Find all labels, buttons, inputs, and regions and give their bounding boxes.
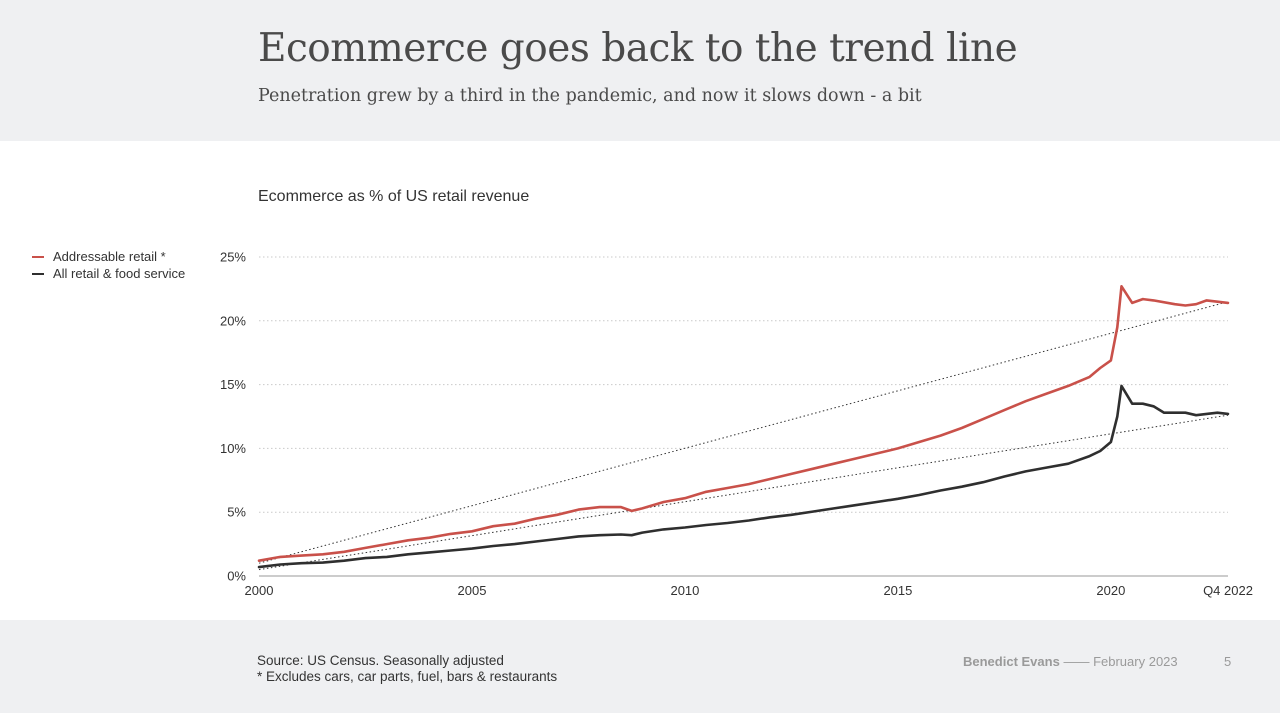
x-tick-label: Q4 2022 bbox=[1203, 583, 1253, 598]
author-name: Benedict Evans bbox=[963, 654, 1060, 669]
footer-band bbox=[0, 620, 1280, 713]
credit-separator: —— bbox=[1063, 654, 1090, 669]
legend-label-addressable: Addressable retail * bbox=[53, 249, 166, 264]
y-tick-label: 10% bbox=[220, 441, 246, 456]
header-band bbox=[0, 0, 1280, 141]
page-number: 5 bbox=[1224, 654, 1232, 669]
legend-item-addressable: Addressable retail * bbox=[32, 248, 185, 265]
x-tick-label: 2015 bbox=[883, 583, 912, 598]
trend-line-1 bbox=[258, 414, 1229, 571]
x-tick-label: 2010 bbox=[670, 583, 699, 598]
legend-swatch-addressable bbox=[32, 255, 44, 258]
source-note: Source: US Census. Seasonally adjusted *… bbox=[257, 653, 557, 685]
legend-item-all-retail: All retail & food service bbox=[32, 265, 185, 282]
y-tick-label: 5% bbox=[227, 505, 246, 520]
chart-label: Ecommerce as % of US retail revenue bbox=[258, 188, 530, 205]
x-tick-label: 2000 bbox=[245, 583, 274, 598]
y-tick-label: 0% bbox=[227, 569, 246, 584]
footnote-line: * Excludes cars, car parts, fuel, bars &… bbox=[257, 669, 558, 684]
y-tick-label: 25% bbox=[220, 250, 246, 265]
y-tick-label: 15% bbox=[220, 377, 246, 392]
x-tick-label: 2005 bbox=[458, 583, 487, 598]
x-tick-label: 2020 bbox=[1096, 583, 1125, 598]
trend-line-0 bbox=[258, 301, 1229, 564]
legend-label-all-retail: All retail & food service bbox=[53, 266, 186, 281]
legend: Addressable retail * All retail & food s… bbox=[32, 248, 185, 282]
series-line-all-retail bbox=[257, 384, 1230, 569]
publication-date: February 2023 bbox=[1093, 654, 1178, 669]
series-line-addressable-retail bbox=[257, 285, 1230, 562]
slide-title: Ecommerce goes back to the trend line bbox=[258, 26, 1018, 71]
y-tick-label: 20% bbox=[220, 313, 246, 328]
source-line: Source: US Census. Seasonally adjusted bbox=[257, 653, 504, 668]
slide-subtitle: Penetration grew by a third in the pande… bbox=[258, 86, 922, 106]
legend-swatch-all-retail bbox=[32, 272, 44, 275]
credit: Benedict Evans —— February 2023 bbox=[963, 654, 1178, 669]
